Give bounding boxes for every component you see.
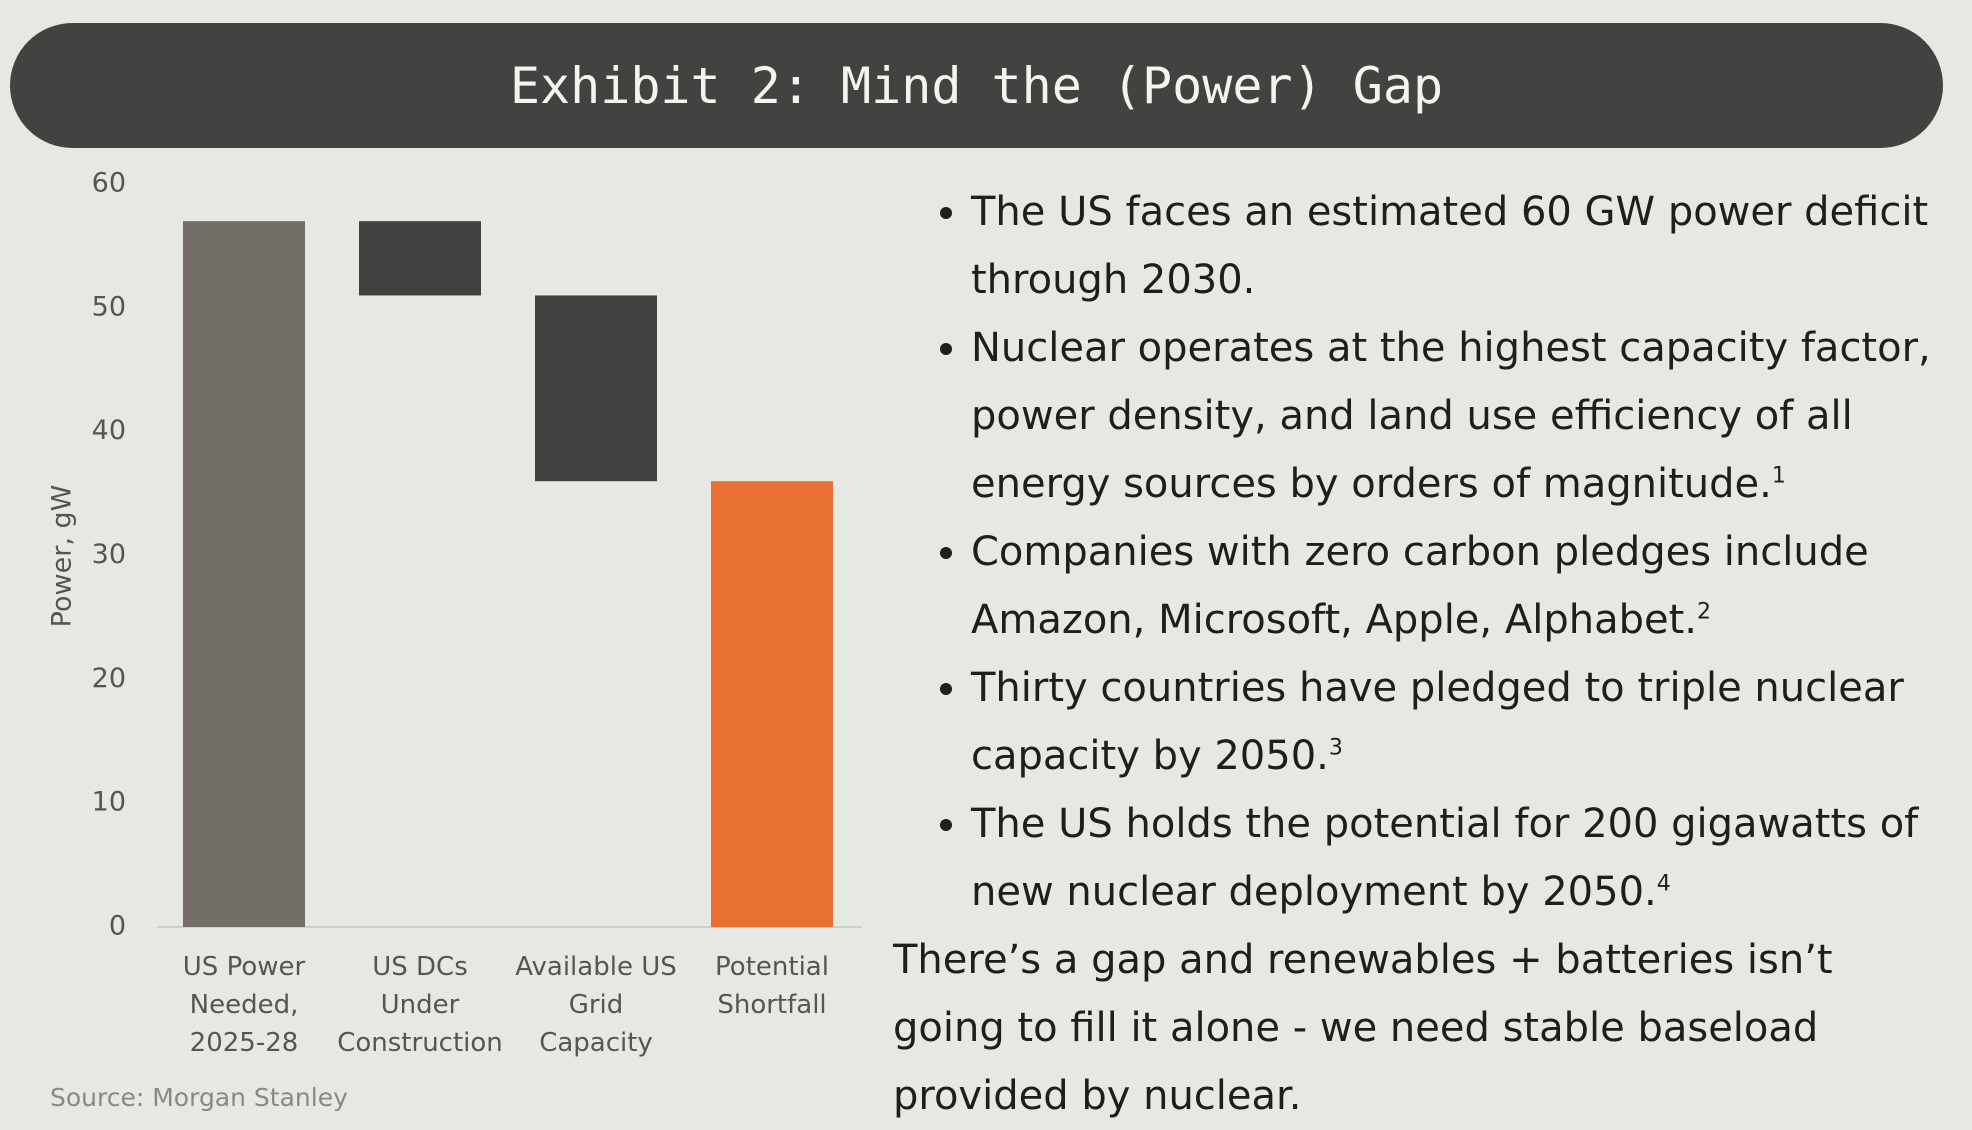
footnote-ref: 3 — [1328, 735, 1343, 761]
bullet-text: The US faces an estimated 60 GW power de… — [971, 189, 1929, 303]
title-bar: Exhibit 2: Mind the (Power) Gap — [10, 23, 1943, 148]
y-tick-label: 10 — [92, 787, 126, 818]
x-tick-label: US Power Needed, 2025-28 — [182, 952, 306, 1058]
y-tick-label: 30 — [92, 539, 126, 570]
footnote-ref: 4 — [1656, 871, 1671, 897]
bullet-text: The US holds the potential for 200 gigaw… — [971, 801, 1919, 915]
x-tick-label: Potential Shortfall — [715, 952, 829, 1020]
y-tick-label: 20 — [92, 663, 126, 694]
bar — [535, 295, 657, 482]
bullet-list: The US faces an estimated 60 GW power de… — [893, 178, 1948, 926]
bullet: Thirty countries have pledged to triple … — [971, 654, 1948, 790]
footnote-ref: 2 — [1696, 599, 1711, 625]
source: Source: Morgan Stanley — [50, 1083, 348, 1112]
bar — [183, 221, 305, 927]
chart: 0 10 20 30 40 50 60 Power, gW — [47, 168, 862, 942]
conclusion: There’s a gap and renewables + batteries… — [893, 937, 1833, 1119]
y-axis-title: Power, gW — [47, 485, 78, 628]
x-tick-label: US DCs Under Construction — [337, 952, 503, 1058]
bullet: Nuclear operates at the highest capacity… — [971, 314, 1948, 518]
bullet: The US faces an estimated 60 GW power de… — [971, 178, 1948, 314]
bullet: The US holds the potential for 200 gigaw… — [971, 790, 1948, 926]
bullet-text: Nuclear operates at the highest capacity… — [971, 325, 1931, 507]
y-tick-label: 60 — [92, 168, 126, 199]
bar — [711, 481, 833, 927]
bar — [359, 221, 481, 296]
y-tick-label: 0 — [109, 911, 126, 942]
text-panel: The US faces an estimated 60 GW power de… — [893, 178, 1948, 1130]
y-tick-label: 50 — [92, 291, 126, 322]
x-tick-label: Available US Grid Capacity — [515, 952, 677, 1058]
bullet-text: Companies with zero carbon pledges inclu… — [971, 529, 1869, 643]
bullet-text: Thirty countries have pledged to triple … — [971, 665, 1904, 779]
y-tick-label: 40 — [92, 415, 126, 446]
chart-title: Exhibit 2: Mind the (Power) Gap — [509, 56, 1444, 115]
footnote-ref: 1 — [1771, 463, 1786, 489]
bullet: Companies with zero carbon pledges inclu… — [971, 518, 1948, 654]
